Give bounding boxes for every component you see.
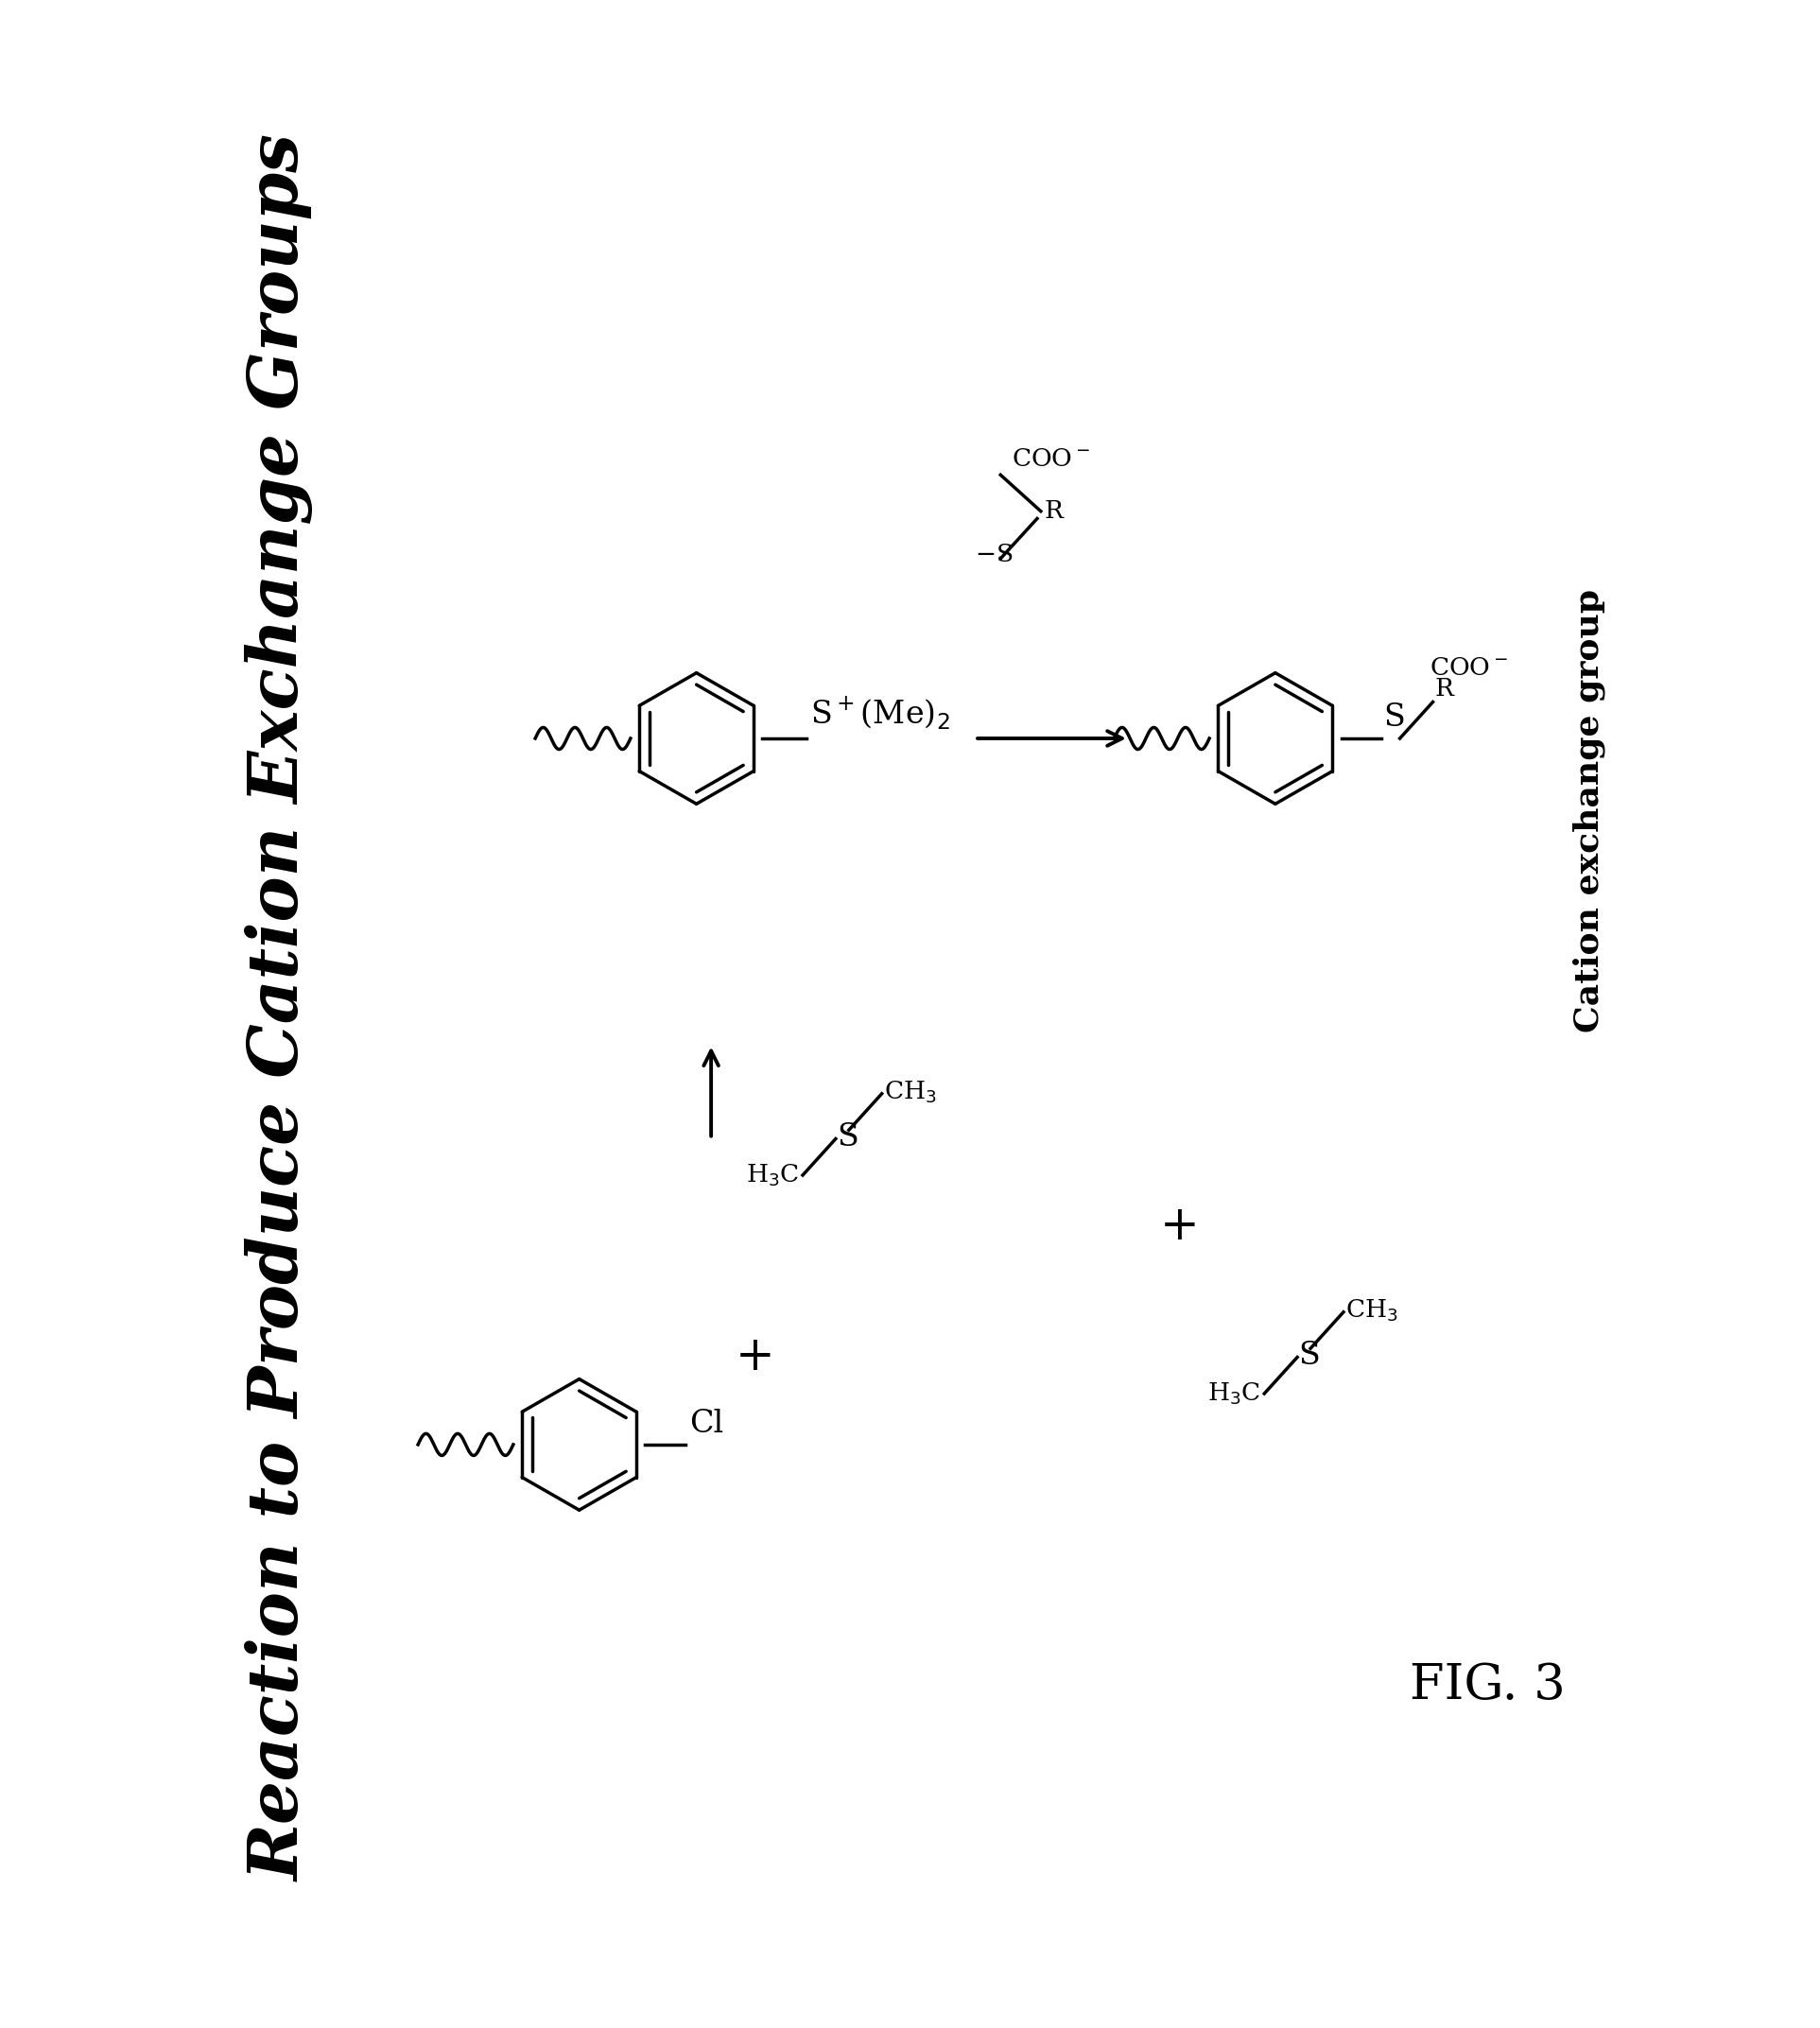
Text: +: + bbox=[1161, 1203, 1199, 1249]
Text: S: S bbox=[1383, 702, 1405, 732]
Text: Cl: Cl bbox=[690, 1409, 723, 1438]
Text: Reaction to Produce Cation Exchange Groups: Reaction to Produce Cation Exchange Grou… bbox=[246, 134, 315, 1882]
Text: Cation exchange group: Cation exchange group bbox=[1572, 590, 1605, 1032]
Text: COO$^-$: COO$^-$ bbox=[1429, 657, 1507, 679]
Text: S: S bbox=[837, 1121, 859, 1152]
Text: $-$S: $-$S bbox=[976, 544, 1014, 566]
Text: S: S bbox=[1299, 1341, 1320, 1371]
Text: R: R bbox=[1045, 499, 1063, 523]
Text: CH$_3$: CH$_3$ bbox=[885, 1079, 937, 1105]
Text: +: + bbox=[735, 1334, 775, 1381]
Text: FIG. 3: FIG. 3 bbox=[1410, 1661, 1565, 1710]
Text: CH$_3$: CH$_3$ bbox=[1345, 1298, 1398, 1324]
Text: H$_3$C: H$_3$C bbox=[746, 1162, 799, 1188]
Text: COO$^-$: COO$^-$ bbox=[1012, 448, 1090, 470]
Text: S$^+$(Me)$_2$: S$^+$(Me)$_2$ bbox=[810, 696, 950, 732]
Text: R: R bbox=[1434, 677, 1454, 700]
Text: H$_3$C: H$_3$C bbox=[1207, 1381, 1261, 1407]
